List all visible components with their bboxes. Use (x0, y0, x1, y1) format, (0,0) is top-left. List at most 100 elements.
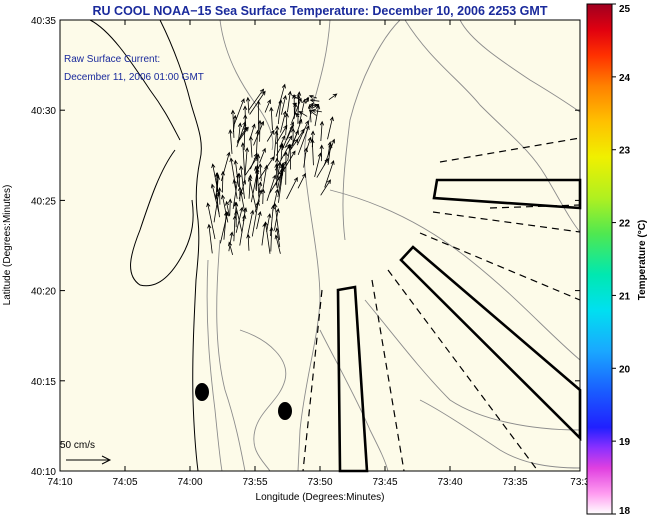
current-vector (319, 144, 324, 162)
y-axis: 40:35 40:30 40:25 40:20 40:15 40:10 (31, 16, 580, 478)
current-vector (327, 143, 333, 165)
contour-nearshore (216, 239, 246, 472)
current-vector (327, 116, 334, 140)
contour-se (364, 299, 581, 431)
current-vector (255, 153, 261, 192)
current-vector (213, 191, 221, 223)
y-axis-label: Latitude (Degrees:Minutes) (2, 185, 13, 306)
current-vector (320, 179, 331, 196)
colorbar-label: Temperature (°C) (637, 220, 648, 301)
current-vector (256, 100, 261, 132)
current-vector (269, 226, 274, 252)
x-tick-label: 73:35 (502, 477, 527, 488)
current-vector (245, 96, 251, 114)
x-tick-label: 73:50 (307, 477, 332, 488)
current-vector (228, 129, 233, 154)
coast-nj-shore (159, 19, 202, 472)
colorbar-tick-label: 22 (619, 219, 631, 230)
colorbar-tick-label: 19 (619, 437, 631, 448)
contour-blob (239, 329, 287, 472)
current-vector (323, 138, 336, 166)
current-vector (277, 98, 283, 125)
current-vector (308, 94, 317, 99)
current-vector (229, 157, 237, 188)
current-vector (217, 187, 222, 205)
map-background (60, 20, 580, 471)
x-tick-label: 73:45 (372, 477, 397, 488)
current-vector (261, 222, 267, 246)
current-vector (270, 204, 276, 237)
current-vector (207, 223, 213, 254)
x-tick-label: 73:55 (242, 477, 267, 488)
current-vector (284, 135, 293, 149)
colorbar-tick-label: 18 (619, 506, 631, 517)
current-label-line2: December 11, 2006 01:00 GMT (64, 72, 204, 83)
current-vector (235, 206, 244, 233)
current-vector (233, 159, 240, 187)
current-vector (296, 94, 301, 124)
contour-mid (329, 189, 581, 361)
scale-label: 50 cm/s (60, 440, 95, 451)
scale-arrow (66, 455, 112, 465)
current-vector (310, 103, 319, 108)
current-vector (308, 109, 317, 116)
current-vector (274, 234, 281, 254)
current-vector (210, 183, 220, 215)
current-vector (236, 121, 247, 148)
contour-north-b (342, 19, 401, 241)
current-vector (220, 170, 225, 193)
current-vector (291, 127, 296, 145)
current-vector (255, 129, 260, 157)
current-vector (206, 202, 216, 240)
current-vector (298, 111, 308, 117)
y-tick-label: 40:35 (31, 16, 56, 27)
current-vector (239, 190, 246, 214)
current-vector (257, 119, 263, 142)
current-vector (324, 160, 335, 188)
colorbar-tick-label: 20 (619, 364, 631, 375)
current-vector (287, 90, 292, 113)
y-tick-label: 40:10 (31, 467, 56, 478)
current-vector (269, 106, 274, 131)
current-vector (275, 157, 280, 181)
current-vector (292, 102, 298, 107)
current-label-line1: Raw Surface Current: (64, 54, 160, 65)
current-vector (261, 188, 266, 205)
current-vector (280, 110, 287, 133)
contour-south-e (419, 399, 581, 469)
current-vector (232, 178, 238, 199)
current-vector (304, 97, 310, 103)
current-vector (232, 114, 237, 133)
x-tick-label: 73:40 (437, 477, 462, 488)
current-vector (281, 121, 295, 151)
contour-north-a (219, 19, 274, 151)
current-vector (228, 198, 233, 216)
current-vector (279, 134, 286, 148)
current-vector (234, 98, 245, 125)
y-tick-label: 40:20 (31, 287, 56, 298)
current-vector (248, 88, 265, 111)
current-vector (225, 200, 230, 217)
colorbar-ticks: 25 24 23 22 21 20 19 18 (612, 3, 631, 517)
buoy-marker-west (195, 383, 209, 401)
current-vector (311, 108, 322, 113)
coast-upper-bay (89, 19, 181, 141)
colorbar-tick-label: 24 (619, 73, 631, 84)
current-vector (243, 105, 248, 131)
x-axis: 74:10 74:05 74:00 73:55 73:50 73:45 73:40 73:35… (47, 20, 590, 488)
current-vector (309, 98, 320, 103)
y-tick-label: 40:25 (31, 196, 56, 207)
current-vector (273, 208, 280, 231)
current-vector (297, 172, 306, 189)
x-tick-label: 74:05 (112, 477, 137, 488)
current-vector (328, 93, 338, 100)
current-vector (246, 209, 255, 237)
current-vector (259, 147, 266, 163)
contour-nearshore-b (206, 259, 223, 472)
current-vector (286, 176, 298, 200)
current-vector (279, 163, 285, 181)
current-vector (245, 156, 258, 176)
buoy-marker-east (278, 402, 292, 420)
surface-current-vectors (206, 83, 338, 255)
x-tick-label: 73:3 (570, 477, 590, 488)
